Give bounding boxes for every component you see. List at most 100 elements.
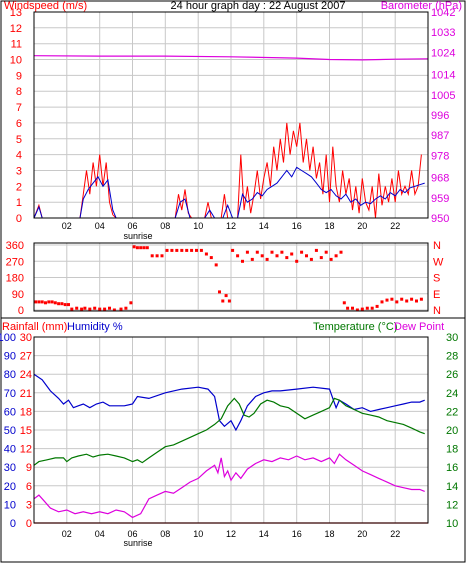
- rainfall-axis-label: Rainfall (mm): [2, 321, 67, 333]
- direction-point: [290, 252, 294, 256]
- direction-point: [50, 300, 54, 304]
- axis-tick-label: 996: [431, 110, 449, 122]
- direction-point: [44, 301, 47, 305]
- direction-point: [415, 299, 418, 303]
- direction-point: [339, 250, 343, 254]
- axis-tick-label: 70: [4, 388, 16, 400]
- axis-tick-label: 9: [16, 70, 22, 82]
- direction-point: [60, 302, 64, 306]
- hour-tick-label: 12: [226, 529, 236, 539]
- direction-point: [280, 250, 284, 254]
- hour-tick-label: 08: [160, 529, 170, 539]
- hour-tick-label: 02: [62, 529, 72, 539]
- hour-tick-label: 02: [62, 221, 72, 231]
- axis-tick-label: 90: [12, 289, 24, 301]
- direction-point: [75, 306, 79, 310]
- axis-tick-label: 26: [446, 369, 458, 381]
- axis-tick-label: 1024: [431, 47, 455, 59]
- axis-tick-label: 12: [446, 499, 458, 511]
- direction-point: [365, 306, 369, 310]
- hour-tick-label: 18: [324, 529, 334, 539]
- direction-point: [231, 248, 235, 252]
- hour-tick-label: 10: [193, 221, 203, 231]
- hour-tick-label: 22: [390, 529, 400, 539]
- axis-tick-label: 0: [16, 213, 22, 225]
- compass-label: N: [433, 240, 441, 252]
- direction-point: [324, 250, 328, 254]
- direction-point: [309, 257, 313, 261]
- axis-tick-label: 270: [6, 256, 24, 268]
- panel2-frame: [33, 242, 429, 312]
- direction-point: [165, 248, 169, 252]
- hour-tick-label: 06: [127, 221, 137, 231]
- direction-point: [360, 307, 364, 311]
- axis-tick-label: 20: [4, 481, 16, 493]
- direction-point: [236, 254, 240, 258]
- direction-point: [346, 306, 350, 310]
- axis-tick-label: 987: [431, 130, 449, 142]
- direction-point: [395, 300, 399, 304]
- direction-point: [37, 300, 41, 304]
- direction-point: [204, 252, 208, 256]
- axis-tick-label: 21: [20, 388, 32, 400]
- hour-tick-label: 12: [226, 221, 236, 231]
- direction-point: [132, 245, 136, 249]
- direction-point: [170, 248, 174, 252]
- axis-tick-label: 11: [11, 39, 22, 51]
- axis-tick-label: 12: [20, 444, 32, 456]
- axis-tick-label: 24: [446, 388, 458, 400]
- direction-point: [314, 248, 318, 252]
- axis-tick-label: 22: [446, 406, 458, 418]
- direction-point: [329, 257, 333, 261]
- direction-point: [150, 254, 154, 258]
- panel1-hour-ticks: 02 04 06 08 10 12 14 16 18 20 22: [62, 221, 400, 231]
- direction-point: [305, 254, 308, 258]
- direction-point: [160, 254, 164, 258]
- axis-tick-label: 0: [18, 305, 24, 317]
- direction-point: [265, 257, 269, 261]
- direction-point: [295, 259, 299, 263]
- axis-tick-label: 3: [26, 499, 32, 511]
- axis-tick-label: 0: [26, 518, 32, 530]
- direction-point: [142, 246, 146, 250]
- panel3-frame: [33, 336, 429, 524]
- direction-point: [63, 303, 67, 307]
- axis-tick-label: 4: [16, 150, 22, 162]
- direction-point: [180, 248, 184, 252]
- series-line-humidity: [33, 373, 425, 432]
- axis-tick-label: 1: [16, 197, 22, 209]
- direction-point: [70, 307, 74, 311]
- direction-point: [88, 307, 92, 311]
- humidity-axis-label: Humidity %: [67, 321, 123, 333]
- axis-tick-label: 30: [4, 462, 16, 474]
- axis-tick-label: 20: [446, 425, 458, 437]
- direction-point: [209, 256, 213, 260]
- humidity-ticks: 0 10 20 30 40 50 60 70 80 90 100: [0, 332, 16, 530]
- direction-point: [410, 297, 414, 301]
- panel2-grid: [34, 243, 428, 311]
- axis-tick-label: 14: [446, 481, 458, 493]
- direction-point: [190, 248, 194, 252]
- axis-tick-label: 80: [4, 369, 16, 381]
- direction-point: [112, 308, 116, 312]
- axis-tick-label: 18: [446, 444, 458, 456]
- direction-point: [405, 299, 409, 303]
- sunrise-label-top: sunrise: [123, 231, 152, 241]
- direction-point: [385, 298, 389, 302]
- direction-point: [53, 301, 57, 305]
- axis-tick-label: 6: [16, 118, 22, 130]
- hour-tick-label: 08: [160, 221, 170, 231]
- temperature-ticks: 10 12 14 16 18 20 22 24 26 28 30: [446, 332, 458, 530]
- direction-point: [124, 306, 128, 310]
- barometer-ticks: 950 959 968 978 987 996 1005 1014 1024 1033 1042: [431, 7, 455, 225]
- direction-point: [129, 301, 133, 305]
- direction-point: [255, 250, 259, 254]
- direction-point: [93, 306, 97, 310]
- direction-point: [80, 307, 84, 311]
- series-line-temperature: [33, 397, 425, 466]
- direction-point: [34, 300, 38, 304]
- direction-point: [319, 256, 323, 260]
